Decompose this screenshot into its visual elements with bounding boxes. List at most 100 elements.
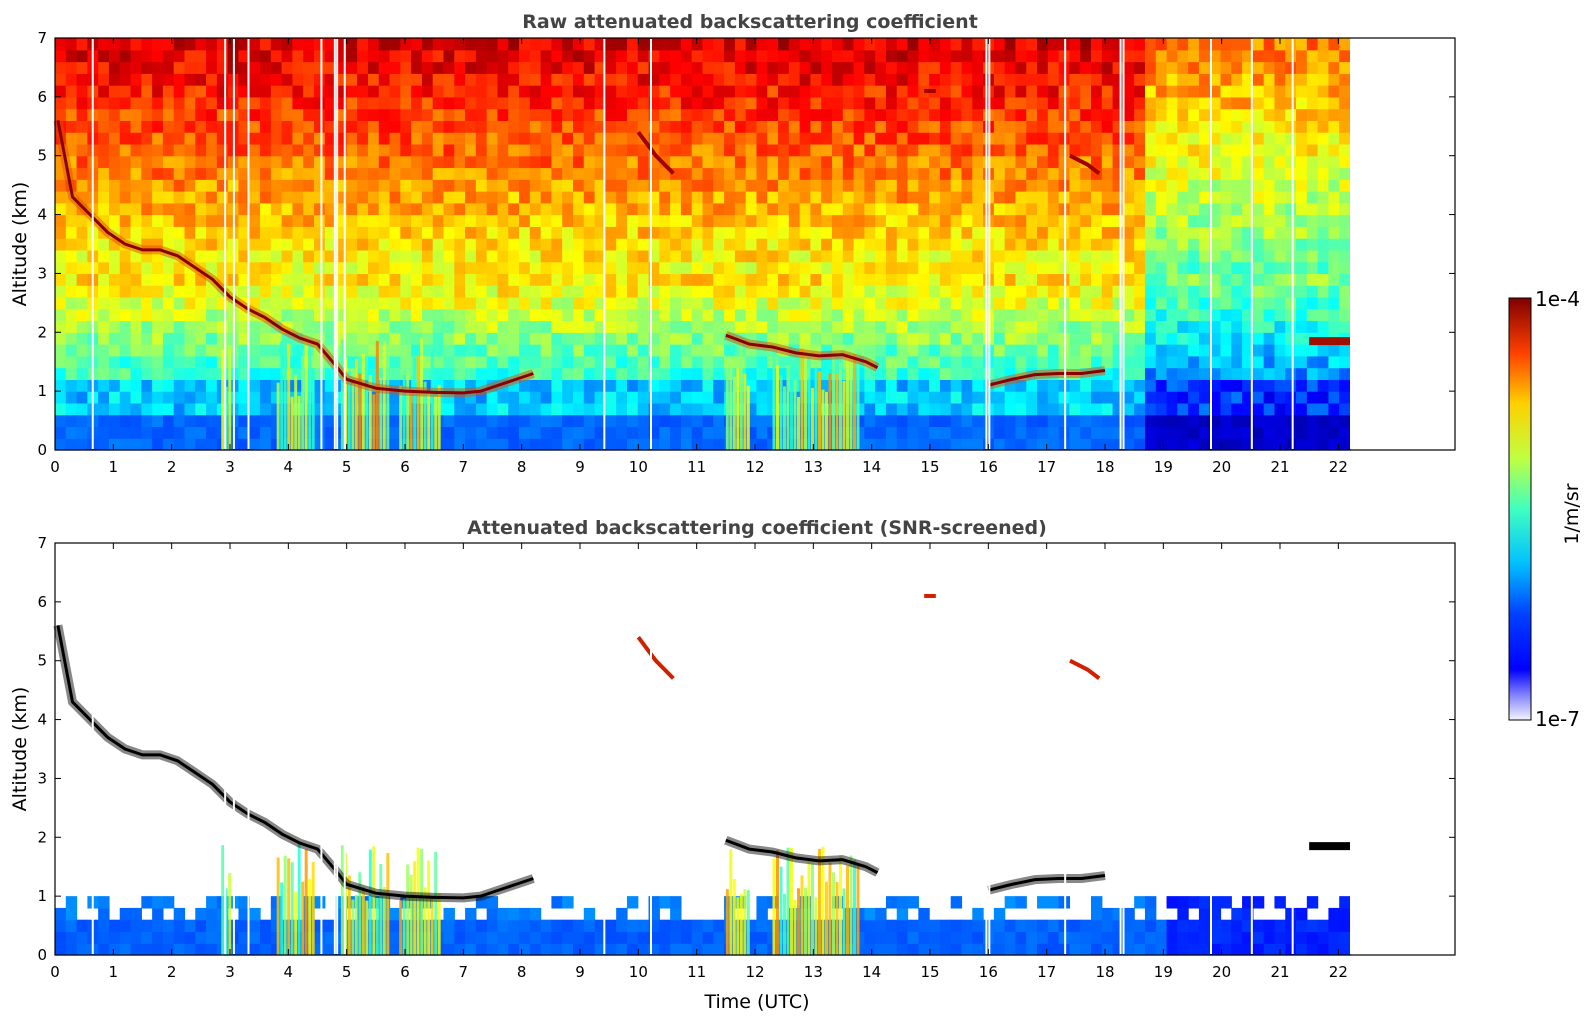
backscatter-cell [929, 49, 941, 63]
backscatter-cell [497, 120, 509, 133]
backscatter-cell [767, 96, 779, 110]
backscatter-cell [1328, 367, 1340, 380]
backscatter-cell [810, 49, 822, 63]
backscatter-cell [76, 332, 88, 345]
backscatter-cell [929, 167, 941, 180]
backscatter-cell [1263, 167, 1276, 180]
backscatter-cell [616, 132, 628, 145]
backscatter-cell [400, 249, 412, 263]
backscatter-cell [119, 73, 132, 86]
backscatter-cell [141, 120, 153, 133]
backscatter-cell [1123, 402, 1135, 416]
backscatter-cell [605, 402, 617, 416]
precipitation-streak [732, 376, 736, 450]
backscatter-cell [260, 931, 272, 944]
backscatter-cell [130, 919, 142, 933]
backscatter-cell [206, 355, 218, 369]
backscatter-cell [1188, 73, 1200, 86]
backscatter-cell [1263, 155, 1276, 169]
backscatter-cell [400, 85, 412, 98]
backscatter-cell [616, 120, 628, 133]
backscatter-cell [702, 273, 714, 286]
backscatter-cell [551, 943, 563, 956]
backscatter-cell [260, 249, 272, 263]
backscatter-cell [1091, 61, 1103, 74]
backscatter-cell [367, 332, 380, 345]
backscatter-cell [108, 61, 121, 74]
backscatter-cell [55, 155, 67, 169]
backscatter-cell [1252, 438, 1265, 451]
backscatter-cell [108, 931, 121, 944]
backscatter-cell [98, 120, 110, 133]
backscatter-cell [626, 414, 639, 428]
backscatter-cell [1188, 367, 1200, 380]
backscatter-cell [378, 167, 391, 180]
backscatter-cell [1339, 907, 1351, 921]
backscatter-cell [497, 132, 509, 145]
backscatter-cell [454, 155, 466, 169]
backscatter-cell [1252, 943, 1265, 956]
backscatter-cell [767, 273, 779, 286]
backscatter-cell [788, 143, 801, 157]
backscatter-cell [260, 143, 272, 157]
backscatter-cell [551, 143, 563, 157]
precipitation-streak [304, 345, 308, 450]
backscatter-cell [389, 191, 401, 204]
backscatter-cell [583, 108, 596, 121]
backscatter-cell [648, 202, 660, 216]
backscatter-cell [713, 38, 725, 51]
backscatter-cell [508, 355, 520, 369]
backscatter-cell [1177, 73, 1189, 86]
backscatter-cell [65, 379, 78, 392]
backscatter-cell [713, 379, 725, 392]
backscatter-cell [1134, 96, 1146, 110]
backscatter-cell [1339, 367, 1351, 380]
backscatter-cell [130, 49, 142, 63]
backscatter-cell [260, 367, 272, 380]
backscatter-cell [184, 191, 196, 204]
backscatter-cell [875, 191, 887, 204]
backscatter-cell [562, 214, 574, 227]
backscatter-cell [1101, 249, 1114, 263]
backscatter-cell [1112, 931, 1124, 944]
backscatter-cell [65, 61, 78, 74]
backscatter-cell [314, 49, 326, 63]
backscatter-cell [1177, 379, 1189, 392]
backscatter-cell [1047, 296, 1060, 310]
backscatter-cell [1263, 943, 1276, 956]
backscatter-cell [508, 49, 520, 63]
backscatter-cell [400, 367, 412, 380]
backscatter-cell [1274, 285, 1286, 298]
backscatter-cell [367, 132, 380, 145]
backscatter-cell [98, 132, 110, 145]
backscatter-cell [324, 931, 337, 944]
backscatter-cell [540, 943, 553, 956]
backscatter-cell [1198, 249, 1211, 263]
backscatter-cell [421, 320, 434, 333]
backscatter-cell [1188, 249, 1200, 263]
backscatter-cell [281, 155, 294, 169]
backscatter-cell [907, 426, 919, 439]
backscatter-cell [637, 202, 650, 216]
backscatter-cell [594, 96, 606, 110]
backscatter-cell [605, 214, 617, 227]
backscatter-cell [616, 226, 628, 239]
backscatter-cell [918, 402, 930, 416]
backscatter-cell [1242, 320, 1254, 333]
precipitation-streak [821, 389, 825, 450]
precipitation-streak [811, 388, 814, 450]
backscatter-cell [421, 214, 434, 227]
backscatter-cell [918, 73, 930, 86]
backscatter-cell [842, 132, 855, 145]
backscatter-cell [292, 355, 304, 369]
backscatter-cell [605, 108, 617, 121]
backscatter-cell [1339, 214, 1351, 227]
backscatter-cell [303, 238, 315, 251]
backscatter-cell [1015, 931, 1027, 944]
backscatter-cell [1101, 438, 1114, 451]
backscatter-cell [993, 108, 1006, 121]
backscatter-cell [443, 261, 455, 275]
backscatter-cell [799, 143, 812, 157]
backscatter-cell [497, 355, 509, 369]
backscatter-cell [583, 943, 596, 956]
